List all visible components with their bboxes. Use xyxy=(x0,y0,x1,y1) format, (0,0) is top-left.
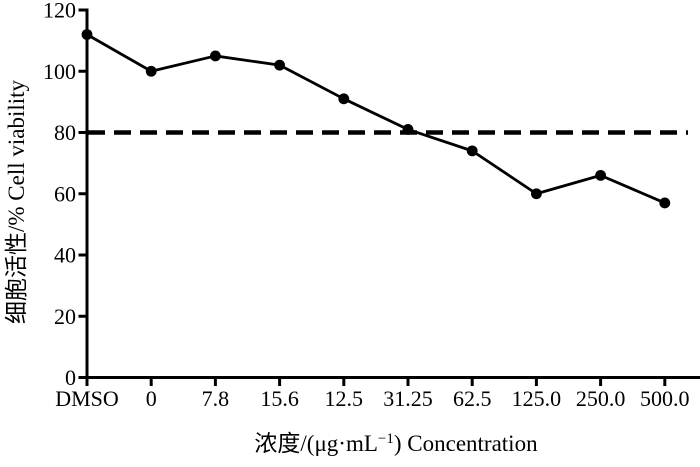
x-tick-label: 31.25 xyxy=(383,386,433,411)
data-point xyxy=(402,124,414,135)
data-point xyxy=(466,145,478,157)
data-point xyxy=(338,93,350,105)
x-tick-label: 500.0 xyxy=(640,386,690,411)
data-line xyxy=(85,33,667,205)
y-tick-label: 80 xyxy=(54,120,76,145)
x-tick-label: 12.5 xyxy=(325,386,364,411)
x-tick-label: 125.0 xyxy=(512,386,562,411)
y-tick-label: 120 xyxy=(43,0,76,23)
data-point xyxy=(81,29,93,40)
x-tick-label: DMSO xyxy=(55,386,119,411)
y-axis-title: 细胞活性/% Cell viability xyxy=(4,79,29,324)
y-tick-label: 40 xyxy=(54,243,76,268)
x-axis-title: 浓度/(μg·mL−1) Concentration xyxy=(254,431,538,456)
y-tick-label: 0 xyxy=(65,365,76,390)
data-point xyxy=(659,197,671,209)
x-tick-label: 0 xyxy=(146,386,157,411)
data-point xyxy=(145,65,157,77)
x-tick-label: 62.5 xyxy=(453,386,492,411)
y-tick-label: 20 xyxy=(54,304,76,329)
data-point xyxy=(274,59,285,71)
x-tick-label: 7.8 xyxy=(202,386,230,411)
y-tick-label: 60 xyxy=(54,181,76,206)
x-tick-label: 15.6 xyxy=(260,386,299,411)
x-tick-label: 250.0 xyxy=(576,386,626,411)
data-point xyxy=(595,169,606,181)
y-tick-label: 100 xyxy=(43,59,76,84)
data-point xyxy=(210,50,221,62)
data-point xyxy=(531,188,542,200)
